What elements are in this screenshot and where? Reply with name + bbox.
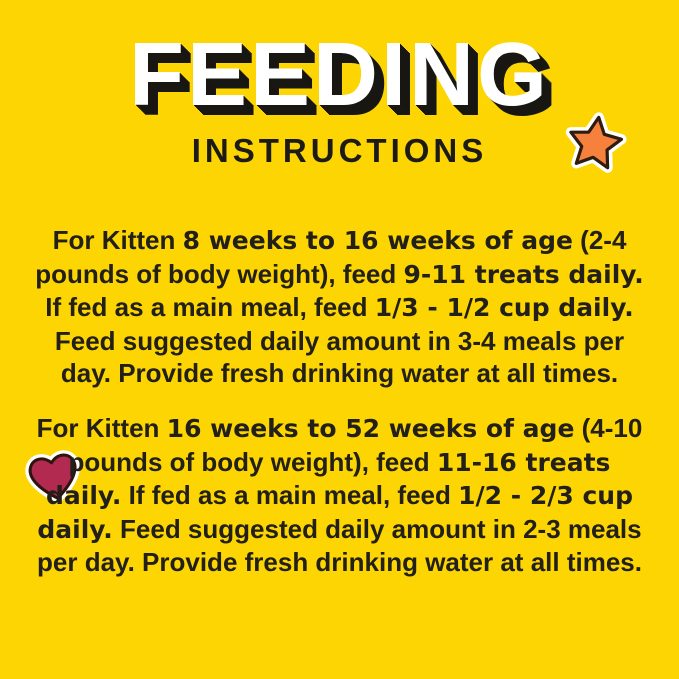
body-text: Feed suggested daily amount in 3-4 meals…: [54, 325, 625, 389]
emphasis-text: 11-16 treats daily.: [46, 447, 611, 511]
body-text: If fed as a main meal, feed: [45, 292, 375, 323]
body-text: If fed as a main meal, feed: [121, 480, 459, 511]
page-subtitle: INSTRUCTIONS: [191, 132, 488, 169]
heart-icon: [19, 442, 89, 512]
emphasis-text: 8 weeks to 16 weeks of age: [182, 226, 573, 255]
emphasis-text: 1/2 - 2/3 cup daily.: [37, 481, 633, 544]
body-text: Feed suggested daily amount in 2-3 meals…: [37, 513, 642, 578]
body-text: For Kitten: [36, 413, 167, 443]
star-icon: [559, 108, 631, 180]
body-text: (4-10 pounds of body weight), feed: [68, 413, 643, 477]
emphasis-text: 9-11 treats daily.: [403, 259, 644, 289]
page-title: FEEDING: [128, 25, 551, 125]
feeding-paragraph-kitten-16-52-weeks: For Kitten 16 weeks to 52 weeks of age (…: [28, 412, 651, 579]
feeding-paragraph-kitten-8-16-weeks: For Kitten 8 weeks to 16 weeks of age (2…: [28, 224, 651, 390]
emphasis-text: 1/3 - 1/2 cup daily.: [374, 293, 634, 323]
body-text: For Kitten: [52, 225, 183, 255]
emphasis-text: 16 weeks to 52 weeks of age: [166, 414, 575, 443]
body-text: (2-4 pounds of body weight), feed: [35, 225, 627, 289]
title-block: FEEDING INSTRUCTIONS: [0, 30, 679, 167]
